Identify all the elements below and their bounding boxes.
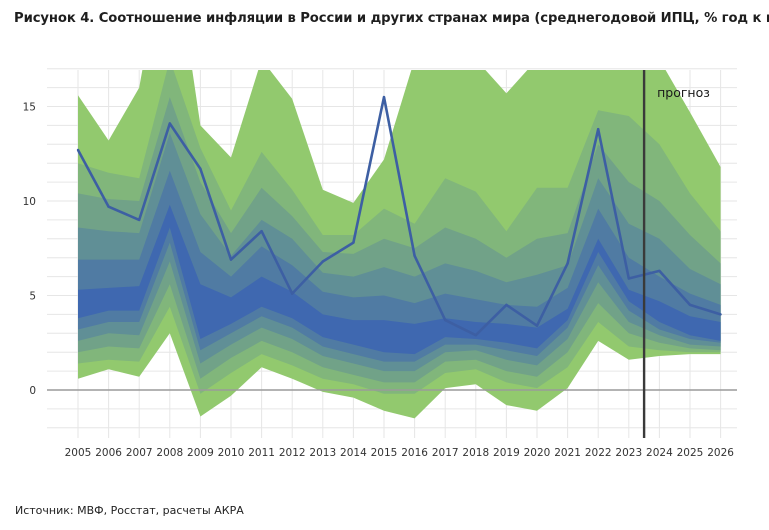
y-axis-ticks: 0 5 10 15 bbox=[23, 102, 36, 398]
russia-point bbox=[138, 218, 141, 222]
russia-inflation-line bbox=[76, 95, 721, 337]
chart-title: Рисунок 4. Соотношение инфляции в России… bbox=[14, 11, 769, 26]
x-tick-label: 2014 bbox=[340, 447, 367, 459]
x-tick-label: 2018 bbox=[462, 447, 489, 459]
russia-point bbox=[474, 333, 477, 337]
russia-point bbox=[535, 324, 539, 327]
russia-point bbox=[76, 148, 80, 152]
russia-point bbox=[229, 258, 233, 261]
russia-point bbox=[566, 262, 569, 265]
x-tick-label: 2020 bbox=[524, 447, 551, 459]
russia-point bbox=[719, 313, 722, 316]
forecast-marker: прогноз bbox=[642, 70, 710, 438]
russia-point bbox=[413, 254, 416, 258]
source-note: Источник: МВФ, Росстат, расчеты АКРА bbox=[15, 504, 244, 517]
y-tick-label: 15 bbox=[23, 102, 36, 114]
x-tick-label: 2026 bbox=[707, 447, 734, 459]
x-tick-label: 2019 bbox=[493, 447, 520, 459]
x-tick-label: 2012 bbox=[279, 447, 306, 459]
x-tick-label: 2006 bbox=[95, 447, 122, 459]
russia-point bbox=[107, 205, 110, 208]
russia-point bbox=[658, 269, 661, 273]
x-tick-label: 2009 bbox=[187, 447, 214, 459]
russia-point bbox=[199, 167, 202, 171]
quantile-band-6 bbox=[78, 204, 721, 355]
russia-point bbox=[444, 318, 447, 322]
x-tick-label: 2024 bbox=[646, 447, 673, 459]
x-tick-label: 2013 bbox=[309, 447, 336, 459]
russia-point bbox=[627, 277, 630, 280]
x-tick-label: 2016 bbox=[401, 447, 428, 459]
x-tick-label: 2010 bbox=[218, 447, 245, 459]
russia-series bbox=[76, 95, 722, 337]
russia-point bbox=[291, 292, 294, 295]
distribution-bands bbox=[78, 70, 721, 419]
russia-point bbox=[597, 127, 600, 131]
russia-point bbox=[352, 241, 355, 244]
y-tick-label: 10 bbox=[23, 196, 36, 208]
russia-point bbox=[505, 303, 508, 307]
y-tick-label: 5 bbox=[29, 291, 36, 303]
russia-point bbox=[260, 230, 263, 233]
x-axis-ticks: 2005 2006 2007 2008 2009 2010 2011 2012 2013 2014… bbox=[65, 447, 735, 459]
x-tick-label: 2011 bbox=[248, 447, 275, 459]
x-tick-label: 2017 bbox=[432, 447, 459, 459]
x-tick-label: 2008 bbox=[156, 447, 183, 459]
x-tick-label: 2007 bbox=[126, 447, 153, 459]
forecast-label: прогноз bbox=[657, 85, 710, 100]
x-tick-label: 2023 bbox=[615, 447, 642, 459]
russia-point bbox=[168, 122, 171, 125]
y-tick-label: 0 bbox=[29, 385, 36, 397]
russia-point bbox=[382, 95, 386, 99]
x-tick-label: 2015 bbox=[371, 447, 398, 459]
x-tick-label: 2021 bbox=[554, 447, 581, 459]
x-tick-label: 2025 bbox=[677, 447, 704, 459]
russia-point bbox=[688, 303, 692, 307]
x-tick-label: 2022 bbox=[585, 447, 612, 459]
russia-point bbox=[321, 260, 324, 263]
x-tick-label: 2005 bbox=[65, 447, 92, 459]
